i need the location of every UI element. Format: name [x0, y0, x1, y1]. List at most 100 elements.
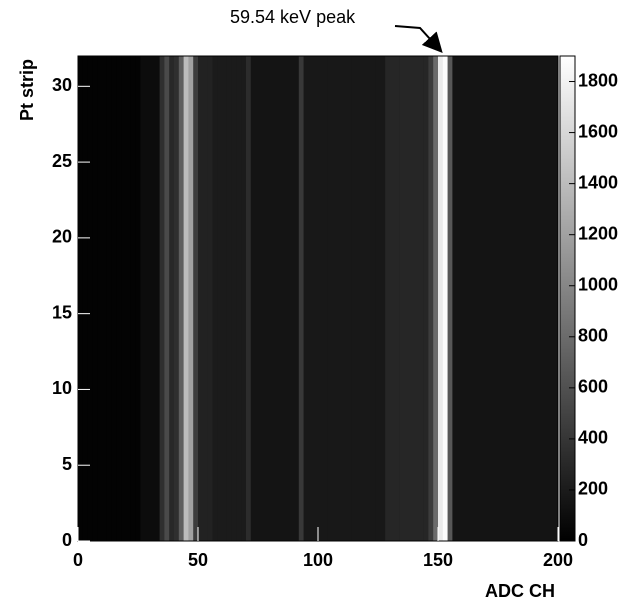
heat-cell [198, 56, 204, 541]
heat-cell [241, 56, 247, 541]
heat-cell [260, 56, 266, 541]
heat-cell [442, 56, 448, 541]
heat-cell [433, 56, 439, 541]
heat-cell [111, 56, 117, 541]
heat-cell [490, 56, 496, 541]
heat-cell [356, 56, 362, 541]
colorbar-tick-label: 1000 [578, 274, 618, 294]
heat-cell [318, 56, 324, 541]
heat-cell [169, 56, 175, 541]
heat-cell [361, 56, 367, 541]
heat-cell [130, 56, 136, 541]
heat-cell [222, 56, 228, 541]
heat-cell [457, 56, 463, 541]
heat-cell [505, 56, 511, 541]
heat-cell [202, 56, 208, 541]
heat-cell [164, 56, 170, 541]
heat-cell [135, 56, 141, 541]
heat-cell [303, 56, 309, 541]
heat-cell [519, 56, 525, 541]
heat-cell [438, 56, 444, 541]
heat-cell [404, 56, 410, 541]
heat-cell [207, 56, 213, 541]
heat-cell [250, 56, 256, 541]
heat-cell [332, 56, 338, 541]
heat-cell [87, 56, 93, 541]
heat-cell [82, 56, 88, 541]
heat-cell [265, 56, 271, 541]
heat-cell [390, 56, 396, 541]
colorbar-tick-label: 800 [578, 326, 608, 346]
heat-cell [78, 56, 84, 541]
colorbar [559, 55, 576, 542]
heat-cell [145, 56, 151, 541]
heat-cell [500, 56, 506, 541]
heat-cell [140, 56, 146, 541]
heat-cell [481, 56, 487, 541]
heat-cell [524, 56, 530, 541]
annotation: 59.54 keV peak [230, 7, 356, 27]
heat-cell [543, 56, 549, 541]
colorbar-tick-label: 1400 [578, 172, 618, 192]
heat-cell [370, 56, 376, 541]
annotation-arrow [394, 25, 443, 53]
heat-cell [385, 56, 391, 541]
heat-cell [342, 56, 348, 541]
heat-cell [270, 56, 276, 541]
heat-cell [97, 56, 103, 541]
heat-cell [121, 56, 127, 541]
y-tick-label: 30 [52, 75, 72, 95]
heat-cell [447, 56, 453, 541]
heat-cell [193, 56, 199, 541]
heat-cell [452, 56, 458, 541]
heat-cell [529, 56, 535, 541]
heat-cell [188, 56, 194, 541]
colorbar-tick-label: 400 [578, 428, 608, 448]
heat-cell [126, 56, 132, 541]
heat-cell [308, 56, 314, 541]
heat-cell [337, 56, 343, 541]
heat-cell [246, 56, 252, 541]
heat-cell [154, 56, 160, 541]
heat-cell [313, 56, 319, 541]
heat-cell [298, 56, 304, 541]
heat-cell [92, 56, 98, 541]
heat-cell [327, 56, 333, 541]
heat-cell [366, 56, 372, 541]
x-axis-title: ADC CH [485, 581, 555, 601]
colorbar-tick-label: 600 [578, 377, 608, 397]
heat-cell [284, 56, 290, 541]
colorbar-tick-label: 0 [578, 530, 588, 550]
colorbar-tick-label: 1800 [578, 70, 618, 90]
y-tick-label: 20 [52, 227, 72, 247]
colorbar-tick-label: 1600 [578, 121, 618, 141]
heat-cell [236, 56, 242, 541]
heat-cell [294, 56, 300, 541]
heat-cell [409, 56, 415, 541]
y-tick-label: 25 [52, 151, 72, 171]
heat-cell [394, 56, 400, 541]
heat-cell [418, 56, 424, 541]
heat-cell [274, 56, 280, 541]
heat-cell [514, 56, 520, 541]
heat-cell [553, 56, 559, 541]
heat-cell [476, 56, 482, 541]
x-tick-label: 200 [543, 550, 573, 570]
heat-cell [226, 56, 232, 541]
x-tick-label: 150 [423, 550, 453, 570]
y-tick-label: 15 [52, 302, 72, 322]
heat-cell [150, 56, 156, 541]
heat-cell [466, 56, 472, 541]
heat-cell [423, 56, 429, 541]
heat-cell [106, 56, 112, 541]
heat-cell [212, 56, 218, 541]
x-tick-label: 0 [73, 550, 83, 570]
heat-cell [351, 56, 357, 541]
heat-cell [380, 56, 386, 541]
x-tick-label: 50 [188, 550, 208, 570]
heat-cell [322, 56, 328, 541]
heat-cell [183, 56, 189, 541]
y-tick-label: 10 [52, 378, 72, 398]
heat-cell [178, 56, 184, 541]
